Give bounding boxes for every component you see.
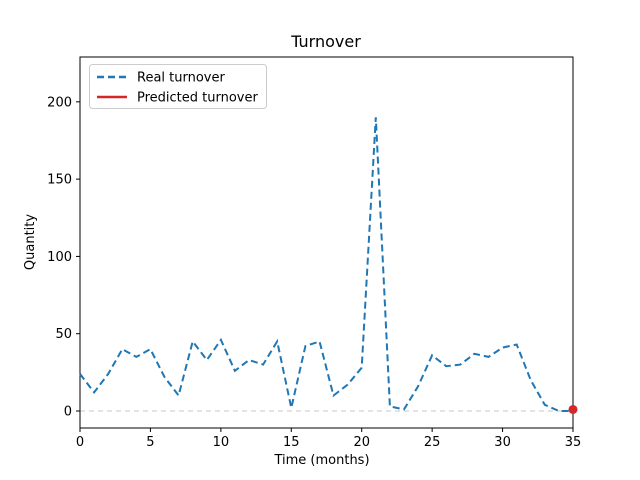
marker-predicted-turnover bbox=[568, 404, 578, 414]
x-tick-label: 30 bbox=[494, 435, 511, 450]
chart-title: Turnover bbox=[290, 32, 361, 51]
y-axis-label: Quantity bbox=[23, 214, 38, 270]
legend-label-predicted-turnover: Predicted turnover bbox=[137, 91, 258, 106]
axes-spines bbox=[79, 56, 574, 429]
x-tick-label: 20 bbox=[353, 435, 370, 450]
plot-area: 0 5 10 15 20 25 30 35 0 50 100 150 200 bbox=[47, 56, 582, 450]
y-tick-label: 0 bbox=[64, 404, 72, 419]
x-tick-label: 15 bbox=[283, 435, 300, 450]
x-tick-label: 10 bbox=[213, 435, 230, 450]
x-tick-label: 35 bbox=[565, 435, 582, 450]
legend-box bbox=[89, 64, 267, 109]
x-tick-label: 25 bbox=[424, 435, 441, 450]
x-tick-label: 5 bbox=[146, 435, 154, 450]
legend: Real turnover Predicted turnover bbox=[89, 64, 267, 109]
legend-label-real-turnover: Real turnover bbox=[137, 71, 225, 86]
y-tick-label: 100 bbox=[47, 250, 72, 265]
x-axis-label: Time (months) bbox=[273, 453, 369, 468]
x-tick-label: 0 bbox=[76, 435, 84, 450]
series-real-turnover bbox=[79, 117, 573, 412]
y-tick-label: 50 bbox=[55, 327, 72, 342]
y-tick-label: 150 bbox=[47, 173, 72, 188]
y-tick-label: 200 bbox=[47, 95, 72, 110]
